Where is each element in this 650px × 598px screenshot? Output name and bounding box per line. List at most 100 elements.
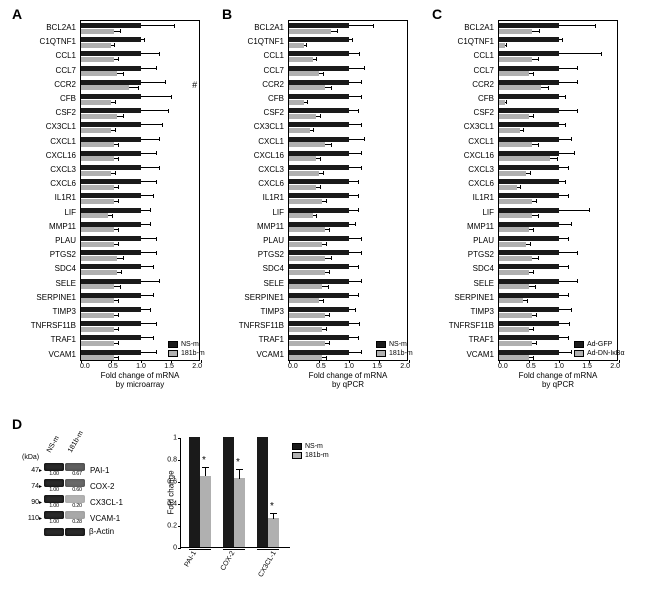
legend-swatch [292,452,302,459]
legend-swatch [574,341,584,348]
legend-item: Ad-DN-IκBα [574,349,625,358]
hash-marker: # [192,80,197,90]
gene-label: CSF2 [56,108,76,117]
protein-label: β-Actin [89,527,114,536]
gene-label: SDC4 [473,264,494,273]
blot-quant: 1.00 [44,503,64,509]
gene-label: IL1R1 [473,193,494,202]
blot-band [65,511,85,519]
blot-quant: 1.00 [44,487,64,493]
bar-181b [234,478,245,547]
bar-ns [189,437,200,547]
legend-label: NS-m [181,341,199,348]
lane-header: NS-m [46,435,61,454]
gene-label: CXCL6 [50,179,76,188]
gene-label: CSF2 [474,108,494,117]
gene-label: CXCL1 [258,137,284,146]
gene-label: CXCL3 [468,165,494,174]
protein-label: CX3CL-1 [90,498,123,507]
kda-value: 74▸ [22,483,44,490]
gene-label: C1QTNF1 [458,37,494,46]
gene-label: CCL7 [56,66,76,75]
protein-label: VCAM-1 [90,514,120,523]
x-axis-label: Fold change of mRNAby microarray [80,372,200,390]
gene-label: CXCL1 [50,137,76,146]
blot-row: 47▸1.000.67PAI-1 [22,463,123,477]
gene-label: CXCL16 [254,151,284,160]
blot-quant: 0.20 [67,503,87,509]
bar-ns [223,437,234,547]
gene-label: CFB [60,94,76,103]
legend-item: NS-m [376,340,413,349]
x-axis-label: Fold change of mRNAby qPCR [498,372,618,390]
gene-label: TIMP3 [52,307,76,316]
gene-label: BCL2A1 [46,23,76,32]
gene-label: CXCL6 [468,179,494,188]
gene-label: SELE [56,279,76,288]
gene-label: CCL7 [474,66,494,75]
blot-band [44,479,64,487]
blot-row: 74▸1.000.60COX-2 [22,479,123,493]
gene-label: PTGS2 [258,250,284,259]
blot-band [65,479,85,487]
category-label: PAI-1 [184,550,199,568]
legend-item: 181b-m [168,349,205,358]
legend-item: NS-m [292,442,329,451]
legend-swatch [376,341,386,348]
y-axis-label: Fold change [167,470,176,514]
gene-label: PLAU [263,236,284,245]
gene-label: CCR2 [472,80,494,89]
blot-row: 110▸1.000.28VCAM-1 [22,511,123,525]
gene-label: LIF [482,208,494,217]
gene-label: CXCL1 [468,137,494,146]
legend-swatch [168,350,178,357]
gene-label: LIF [272,208,284,217]
legend-swatch [376,350,386,357]
kda-value: 90▸ [22,499,44,506]
legend-label: Ad-DN-IκBα [587,350,625,357]
gene-label: C1QTNF1 [248,37,284,46]
protein-label: PAI-1 [90,466,109,475]
gene-label: LIF [64,208,76,217]
bar-181b [200,476,211,548]
gene-label: CFB [268,94,284,103]
blot-band [65,528,85,536]
blot-row: 90▸1.000.20CX3CL-1 [22,495,123,509]
gene-label: CXCL16 [464,151,494,160]
panel-d-bar-chart: 00.20.40.60.81Fold change*PAI-1*COX-2*CX… [180,438,290,548]
blot-quant: 0.67 [67,471,87,477]
gene-label: CX3CL1 [46,122,76,131]
blot-quant: 1.00 [44,519,64,525]
legend-swatch [292,443,302,450]
gene-label: CXCL3 [258,165,284,174]
blot-band [44,528,64,536]
gene-label: C1QTNF1 [40,37,76,46]
gene-label: SELE [474,279,494,288]
gene-label: TNFRSF11B [31,321,76,330]
lane-header: 181b-m [67,430,85,454]
legend-label: 181b-m [389,350,413,357]
gene-label: MMP11 [467,222,494,231]
gene-label: CCR2 [54,80,76,89]
panel-b-legend: NS-m181b-m [376,340,413,358]
gene-label: TIMP3 [470,307,494,316]
blot-quant: 1.00 [44,471,64,477]
legend-item: Ad-GFP [574,340,625,349]
gene-label: SDC4 [263,264,284,273]
gene-label: SERPINE1 [36,293,76,302]
blot-band [44,511,64,519]
gene-label: PLAU [55,236,76,245]
gene-label: PLAU [473,236,494,245]
panel-d-western-blot: NS-m181b-m(kDa)47▸1.000.67PAI-174▸1.000.… [22,432,123,538]
significance-star: * [202,455,206,466]
gene-label: CFB [478,94,494,103]
category-label: CX3CL-1 [257,550,277,578]
panel-d-label: D [12,416,22,432]
blot-band [65,495,85,503]
gene-label: IL1R1 [55,193,76,202]
legend-swatch [168,341,178,348]
legend-swatch [574,350,584,357]
significance-star: * [236,457,240,468]
gene-label: CXCL6 [258,179,284,188]
gene-label: BCL2A1 [464,23,494,32]
